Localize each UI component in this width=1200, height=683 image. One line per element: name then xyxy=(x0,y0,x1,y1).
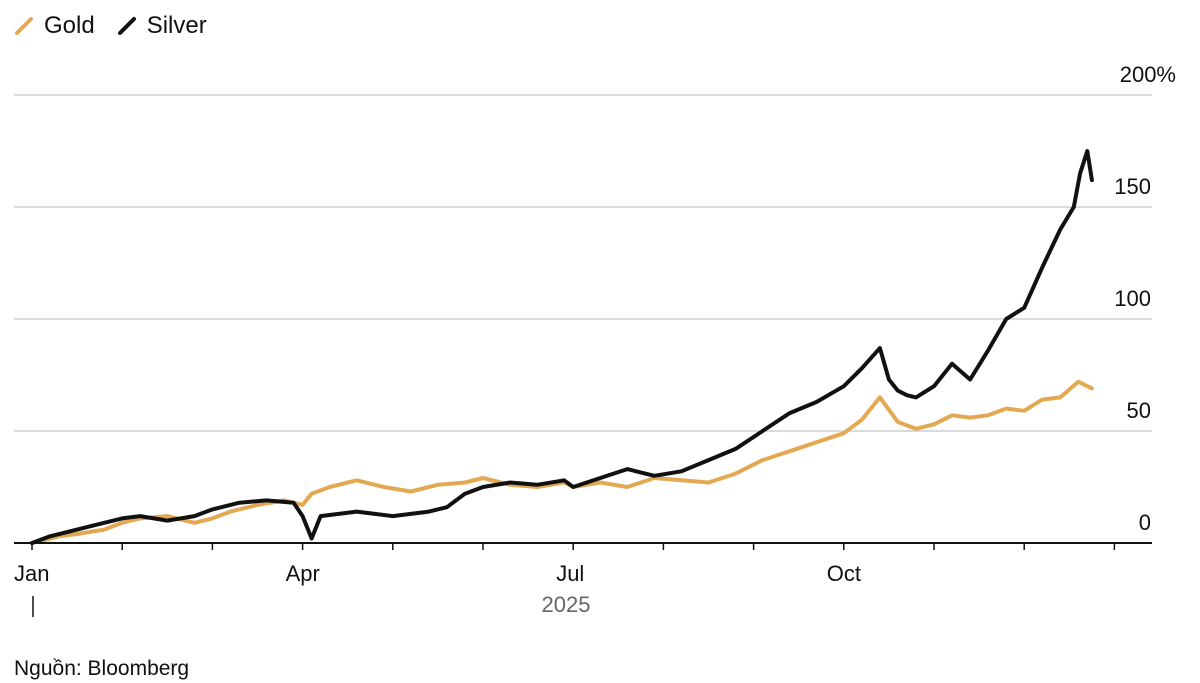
legend: Gold Silver xyxy=(14,10,207,42)
series-line-gold xyxy=(30,379,1094,545)
gridlines xyxy=(14,94,1152,432)
x-year-label: 2025 xyxy=(542,592,591,617)
series-lines xyxy=(30,149,1094,545)
source-note: Nguồn: Bloomberg xyxy=(14,657,190,680)
y-tick-label-150: 150 xyxy=(1114,174,1151,199)
legend-item-silver: Silver xyxy=(117,10,207,42)
y-tick-label-200: 200% xyxy=(1120,62,1176,87)
x-tick-label-apr: Apr xyxy=(286,561,320,586)
silver-swatch-icon xyxy=(117,17,136,35)
legend-item-gold: Gold xyxy=(14,10,95,42)
series-line-silver xyxy=(30,149,1094,545)
legend-label-gold: Gold xyxy=(44,12,95,39)
y-tick-label-0: 0 xyxy=(1139,510,1151,535)
y-axis-labels: 0 50 100 150 200% xyxy=(1114,62,1176,535)
x-axis: Jan Apr Jul Oct 2025 xyxy=(14,542,1152,617)
x-tick-label-jul: Jul xyxy=(556,561,584,586)
x-tick-label-oct: Oct xyxy=(827,561,861,586)
legend-label-silver: Silver xyxy=(146,12,207,39)
y-tick-label-50: 50 xyxy=(1127,398,1151,423)
gold-swatch-icon xyxy=(15,17,33,35)
x-tick-label-jan: Jan xyxy=(14,561,49,586)
y-tick-label-100: 100 xyxy=(1114,286,1151,311)
